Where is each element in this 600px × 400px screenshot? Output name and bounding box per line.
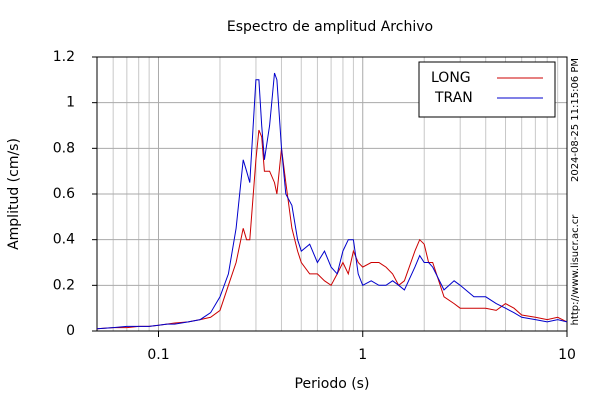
line-series	[96, 72, 568, 330]
x-tick-label: 1	[358, 347, 367, 363]
legend-box	[418, 61, 556, 118]
y-axis-label: Amplitud (cm/s)	[6, 138, 22, 250]
timestamp: 2024-08-25 11:15:06 PM	[570, 58, 581, 182]
y-tick-label: 1	[66, 95, 75, 111]
plot-frame	[96, 56, 568, 332]
y-tick-label: 0.2	[53, 277, 75, 293]
legend-label: TRAN	[434, 90, 473, 106]
x-axis-label: Periodo (s)	[295, 376, 370, 392]
x-tick-label: 10	[558, 347, 576, 363]
legend-label: LONG	[431, 70, 471, 86]
x-tick-label: 0.1	[147, 347, 169, 363]
chart-title: Espectro de amplitud Archivo	[227, 19, 433, 35]
url: http://www.lisucr.ac.cr	[570, 214, 581, 326]
y-tick-label: 0	[66, 323, 75, 339]
y-tick-label: 0.6	[53, 186, 75, 202]
y-tick-label: 0.8	[53, 140, 75, 156]
y-tick-label: 0.4	[53, 232, 75, 248]
line-series	[96, 129, 568, 330]
y-tick-label: 1.2	[53, 49, 75, 65]
